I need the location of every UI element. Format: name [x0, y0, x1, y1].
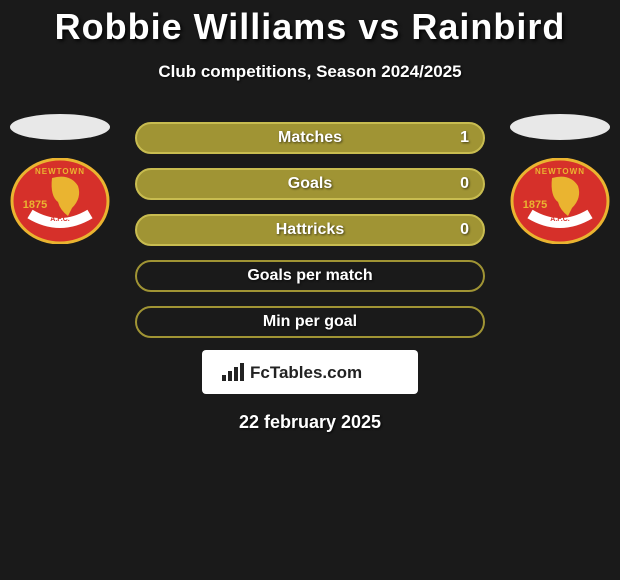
badge-year-left: 1875 — [23, 199, 47, 211]
bars-icon — [222, 363, 244, 381]
stat-label: Hattricks — [137, 221, 483, 239]
logo-text: FcTables.com — [250, 363, 362, 382]
stat-value: 1 — [460, 129, 469, 147]
svg-text:NEWTOWN: NEWTOWN — [535, 167, 585, 176]
stat-row-goals: Goals 0 — [135, 168, 485, 200]
subtitle: Club competitions, Season 2024/2025 — [0, 62, 620, 82]
page-title: Robbie Williams vs Rainbird — [0, 0, 620, 48]
avatar-placeholder-left — [10, 114, 110, 140]
avatar-placeholder-right — [510, 114, 610, 140]
comparison-area: 1875 NEWTOWN A.F.C. 1875 NEWTOWN A.F.C. … — [0, 122, 620, 342]
club-badge-left: 1875 NEWTOWN A.F.C. — [10, 158, 110, 244]
stat-value: 0 — [460, 175, 469, 193]
stat-row-hattricks: Hattricks 0 — [135, 214, 485, 246]
club-badge-right: 1875 NEWTOWN A.F.C. — [510, 158, 610, 244]
stat-row-matches: Matches 1 — [135, 122, 485, 154]
stat-row-min-per-goal: Min per goal — [135, 306, 485, 338]
player-right: 1875 NEWTOWN A.F.C. — [510, 114, 610, 244]
badge-year-right: 1875 — [523, 199, 547, 211]
stat-label: Min per goal — [137, 313, 483, 331]
fctables-logo: FcTables.com — [202, 350, 418, 394]
stat-value: 0 — [460, 221, 469, 239]
stat-label: Matches — [137, 129, 483, 147]
date-text: 22 february 2025 — [0, 412, 620, 433]
stat-label: Goals — [137, 175, 483, 193]
stat-row-goals-per-match: Goals per match — [135, 260, 485, 292]
svg-text:NEWTOWN: NEWTOWN — [35, 167, 85, 176]
stats-list: Matches 1 Goals 0 Hattricks 0 Goals per … — [135, 122, 485, 352]
svg-text:A.F.C.: A.F.C. — [550, 216, 570, 223]
svg-text:A.F.C.: A.F.C. — [50, 216, 70, 223]
player-left: 1875 NEWTOWN A.F.C. — [10, 114, 110, 244]
stat-label: Goals per match — [137, 267, 483, 285]
